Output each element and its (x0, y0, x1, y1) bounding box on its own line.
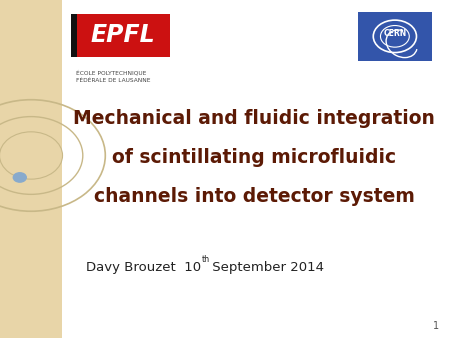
Text: ÉCOLE POLYTECHNIQUE: ÉCOLE POLYTECHNIQUE (76, 70, 147, 76)
Text: 1: 1 (432, 321, 439, 331)
Text: CERN: CERN (383, 29, 406, 38)
Text: Davy Brouzet  10: Davy Brouzet 10 (86, 261, 201, 273)
Text: September 2014: September 2014 (208, 261, 324, 273)
Text: EPFL: EPFL (91, 23, 156, 47)
Bar (76, 14, 170, 57)
Bar (358, 12, 432, 61)
Text: FÉDÉRALE DE LAUSANNE: FÉDÉRALE DE LAUSANNE (76, 78, 151, 83)
Text: Mechanical and fluidic integration: Mechanical and fluidic integration (73, 109, 435, 128)
Bar (71, 14, 76, 57)
Bar (0, 0, 62, 338)
Text: channels into detector system: channels into detector system (94, 187, 415, 206)
Text: th: th (202, 255, 210, 264)
Circle shape (13, 172, 27, 183)
Text: of scintillating microfluidic: of scintillating microfluidic (112, 148, 396, 167)
